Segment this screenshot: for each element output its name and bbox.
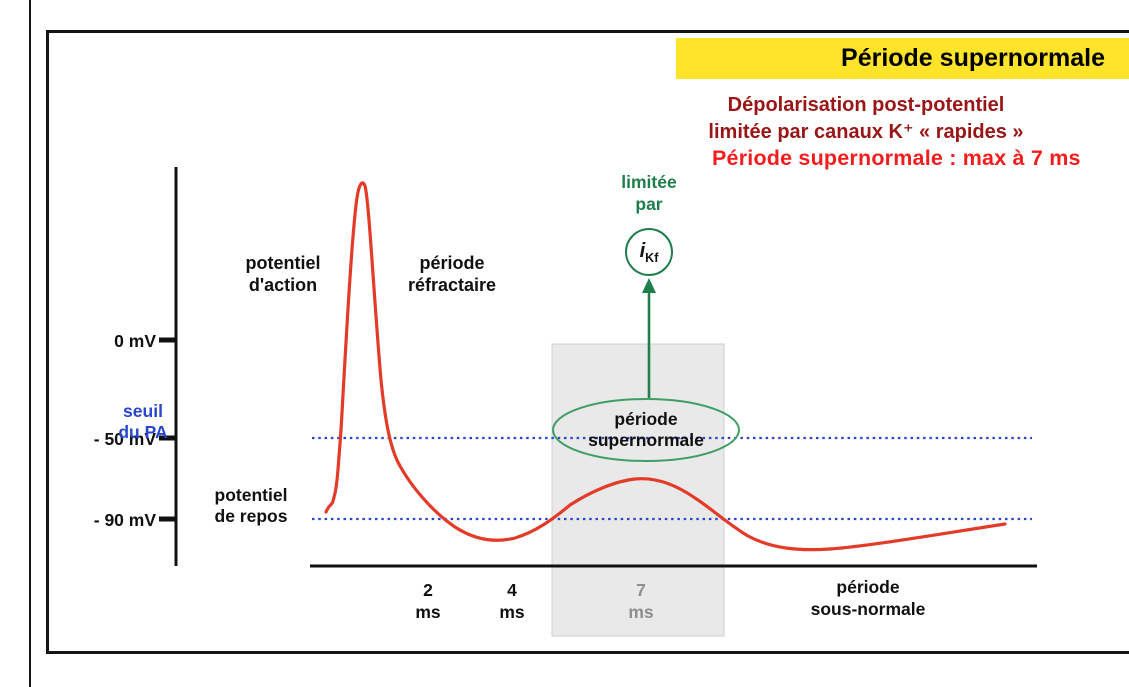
x-tick-4-unit: ms (499, 602, 525, 622)
refractory-label-line1: période (419, 253, 485, 273)
page-edge-rule (29, 0, 31, 687)
supernormal-ellipse (552, 398, 740, 462)
supernormal-label-line2: supernormale (588, 430, 704, 450)
limited-by-label-line2: par (635, 194, 663, 214)
x-tick-2-unit: ms (415, 602, 441, 622)
note-line-2: limitée par canaux K⁺ « rapides » (708, 121, 1024, 143)
action-potential-curve (324, 181, 1007, 552)
annotation-notes: Dépolarisation post-potentiel limitée pa… (596, 92, 1129, 146)
green-arrow-head (642, 278, 656, 293)
ikf-subscript: Kf (645, 251, 659, 265)
refractory-label-line2: réfractaire (407, 275, 497, 295)
x-tick-4-value: 4 (507, 580, 517, 600)
y-label-0mv: 0 mV (114, 331, 156, 351)
ikf-circle (625, 228, 673, 276)
supernormal-label-line1: période (614, 409, 678, 429)
action-potential-label-line1: potentiel (245, 253, 321, 273)
x-tick-7-unit: ms (628, 602, 654, 622)
resting-label-line2: de repos (214, 506, 288, 526)
x-tick-2-value: 2 (423, 580, 433, 600)
action-potential-label-line2: d'action (248, 275, 318, 295)
limited-by-label-line1: limitée (621, 172, 677, 192)
subnormal-label-line2: sous-normale (810, 599, 926, 619)
ikf-symbol: i (639, 240, 646, 262)
note-line-3: Période supernormale : max à 7 ms (712, 146, 1081, 170)
note-line-1: Dépolarisation post-potentiel (727, 94, 1005, 116)
title-text: Période supernormale (841, 44, 1105, 72)
y-label-minus50mv: - 50 mV (93, 429, 156, 449)
threshold-label-line1: seuil (123, 401, 163, 421)
resting-label-line1: potentiel (214, 485, 288, 505)
y-label-minus90mv: - 90 mV (93, 510, 156, 530)
threshold-label-line2: du PA (118, 422, 168, 442)
supernormal-region-highlight (551, 343, 725, 637)
title-banner: Période supernormale (676, 38, 1129, 79)
ikf-current-label: iKf (640, 240, 659, 265)
subnormal-label-line1: période (836, 577, 900, 597)
x-tick-7-value: 7 (636, 580, 646, 600)
